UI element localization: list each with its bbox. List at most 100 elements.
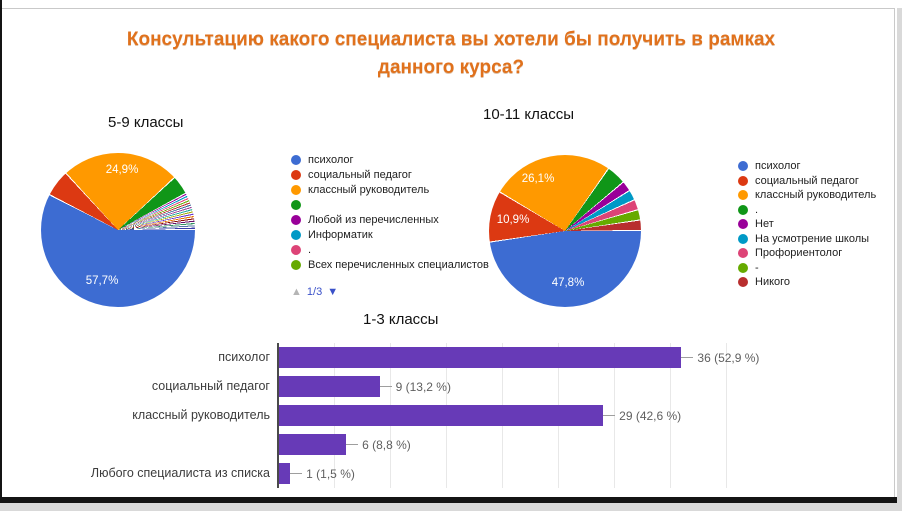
pie-slice-label: 57,7%	[85, 275, 119, 287]
legend-item: На усмотрение школы	[738, 232, 896, 247]
legend-swatch-icon	[291, 229, 301, 240]
bar-chart-1-3: психолог социальный педагог классный руков…	[0, 343, 782, 488]
pie-chart-10-11: 47,8% 26,1% 10,9%	[489, 155, 641, 307]
legend-item: социальный педагог	[291, 167, 476, 182]
legend-10-11: психолог социальный педагог классный руков…	[738, 159, 896, 290]
legend-swatch-icon	[738, 190, 748, 201]
legend-item: психолог	[291, 152, 476, 167]
legend-item: социальный педагог	[738, 174, 896, 189]
bar	[279, 376, 380, 397]
legend-label: -	[755, 261, 759, 274]
legend-label: Любой из перечисленных	[308, 213, 439, 226]
bar-value-label: 36 (52,9 %)	[697, 350, 760, 365]
legend-item: классный руководитель	[291, 182, 476, 197]
bar-value-connector	[681, 357, 694, 358]
bar-row: 6 (8,8 %)	[279, 430, 782, 459]
legend-item: Никого	[738, 275, 896, 290]
legend-swatch-icon	[738, 161, 748, 172]
legend-label: .	[308, 243, 312, 256]
page-bottom-margin	[0, 503, 902, 511]
legend-swatch-icon	[291, 259, 301, 270]
bar-row: 36 (52,9 %)	[279, 343, 782, 372]
legend-item: .	[738, 203, 896, 218]
bar-category-label: Любого специалиста из списка	[90, 466, 270, 480]
page-bottom-edge	[0, 497, 902, 503]
bar-value-label: 6 (8,8 %)	[362, 437, 411, 452]
legend-label: классный руководитель	[308, 183, 430, 196]
chart-title-1-3: 1-3 классы	[363, 311, 439, 328]
bar-value-connector	[290, 473, 303, 474]
legend-label: Информатик	[308, 228, 373, 241]
legend-label: На усмотрение школы	[755, 232, 870, 245]
legend-label: Профориентолог	[755, 247, 843, 260]
bar-value-connector	[603, 415, 616, 416]
page-title: Консультацию какого специалиста вы хотел…	[126, 29, 776, 78]
legend-label: психолог	[755, 160, 801, 173]
legend-label: Никого	[755, 276, 791, 289]
legend-swatch-icon	[291, 199, 301, 210]
page-right-margin	[897, 8, 902, 511]
bar	[279, 347, 682, 368]
bar-category-label: социальный педагог	[151, 379, 270, 393]
legend-label: .	[755, 203, 759, 216]
legend-swatch-icon	[291, 244, 301, 255]
legend-label: психолог	[308, 153, 354, 166]
bar-row: 9 (13,2 %)	[279, 372, 782, 401]
bar	[279, 463, 291, 484]
legend-swatch-icon	[291, 169, 301, 180]
bar	[279, 434, 347, 455]
legend-swatch-icon	[738, 262, 748, 273]
legend-item: Информатик	[291, 227, 476, 242]
bar-value-connector	[346, 444, 359, 445]
legend-swatch-icon	[738, 277, 748, 288]
legend-item: Всех перечисленных специалистов	[291, 257, 489, 272]
legend-5-9: психолог социальный педагог классный руков…	[291, 152, 489, 272]
bar-value-label: 29 (42,6 %)	[619, 408, 682, 423]
legend-swatch-icon	[291, 184, 301, 195]
legend-label: социальный педагог	[308, 168, 412, 181]
legend-swatch-icon	[738, 219, 748, 230]
legend-swatch-icon	[291, 154, 301, 165]
bar-row: 1 (1,5 %)	[279, 459, 782, 488]
pie-slice-label: 24,9%	[105, 164, 139, 176]
legend-label: Всех перечисленных специалистов	[308, 258, 489, 271]
page-down-icon[interactable]: ▼	[327, 286, 339, 298]
pie-slice-label: 47,8%	[551, 277, 585, 289]
bar-row: 29 (42,6 %)	[279, 401, 782, 430]
legend-item: .	[291, 242, 476, 257]
bar-value-label: 9 (13,2 %)	[395, 379, 451, 394]
legend-item: классный руководитель	[738, 188, 896, 203]
pie-slice-label: 10,9%	[496, 214, 530, 226]
bar-chart-axis	[277, 343, 279, 488]
legend-item: Нет	[738, 217, 896, 232]
bar-value-label: 1 (1,5 %)	[306, 466, 355, 481]
legend-item	[291, 197, 476, 212]
legend-swatch-icon	[738, 248, 748, 259]
bar-category-label	[0, 430, 270, 459]
legend-item: -	[738, 261, 896, 276]
bar-category-label: классный руководитель	[132, 408, 270, 422]
bar-chart-plot: 36 (52,9 %) 9 (13,2 %) 29 (42,6 %) 6 (8,8 %…	[279, 343, 782, 488]
bar-category-labels: психолог социальный педагог классный руков…	[0, 343, 270, 488]
legend-swatch-icon	[738, 233, 748, 244]
legend-label: классный руководитель	[755, 189, 877, 202]
legend-item: Любой из перечисленных	[291, 212, 476, 227]
legend-pagination: ▲ 1/3 ▼	[291, 286, 338, 298]
page-indicator: 1/3	[306, 286, 323, 298]
page-up-icon[interactable]: ▲	[291, 286, 302, 298]
pie-chart-5-9: 57,7% 24,9%	[41, 153, 195, 307]
chart-title-10-11: 10-11 классы	[483, 106, 575, 123]
legend-label: социальный педагог	[755, 174, 859, 187]
legend-swatch-icon	[738, 204, 748, 215]
bar	[279, 405, 604, 426]
legend-item: психолог	[738, 159, 896, 174]
bar-value-connector	[379, 386, 392, 387]
legend-swatch-icon	[738, 175, 748, 186]
pie-slice-label: 26,1%	[521, 173, 555, 185]
legend-swatch-icon	[291, 214, 301, 225]
bar-category-label: психолог	[218, 350, 270, 364]
legend-label: Нет	[755, 218, 774, 231]
chart-title-5-9: 5-9 классы	[108, 114, 184, 131]
page-left-edge	[0, 0, 2, 511]
